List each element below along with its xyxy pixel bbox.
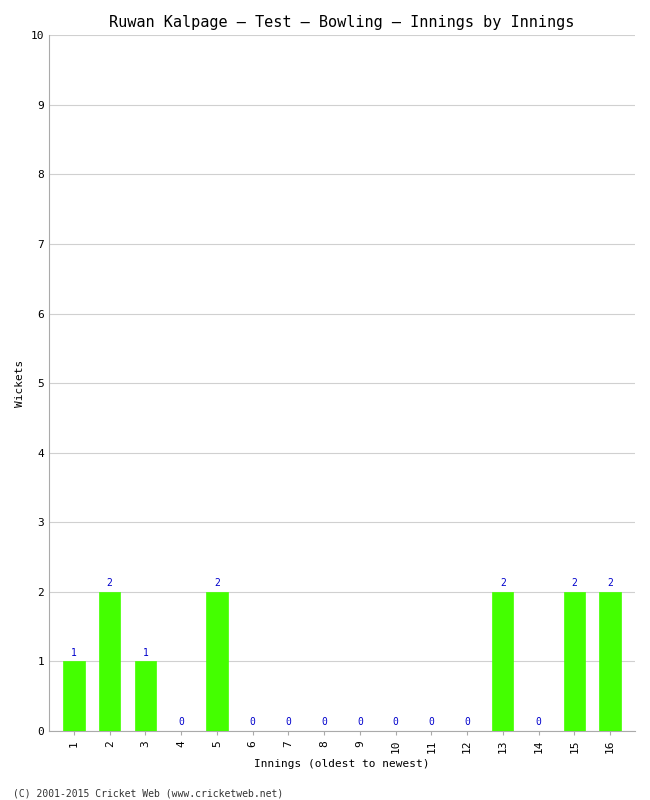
Bar: [564, 592, 585, 731]
Text: 1: 1: [142, 648, 148, 658]
Text: 0: 0: [428, 718, 434, 727]
Text: (C) 2001-2015 Cricket Web (www.cricketweb.net): (C) 2001-2015 Cricket Web (www.cricketwe…: [13, 788, 283, 798]
Text: 0: 0: [464, 718, 470, 727]
Bar: [206, 592, 228, 731]
Text: 0: 0: [536, 718, 541, 727]
Text: 1: 1: [71, 648, 77, 658]
Bar: [99, 592, 120, 731]
X-axis label: Innings (oldest to newest): Innings (oldest to newest): [254, 759, 430, 769]
Text: 0: 0: [178, 718, 184, 727]
Text: 2: 2: [607, 578, 613, 588]
Text: 0: 0: [285, 718, 291, 727]
Text: 2: 2: [500, 578, 506, 588]
Title: Ruwan Kalpage – Test – Bowling – Innings by Innings: Ruwan Kalpage – Test – Bowling – Innings…: [109, 15, 575, 30]
Text: 2: 2: [571, 578, 577, 588]
Bar: [135, 662, 156, 731]
Bar: [492, 592, 514, 731]
Text: 2: 2: [214, 578, 220, 588]
Text: 0: 0: [393, 718, 398, 727]
Text: 2: 2: [107, 578, 112, 588]
Text: 0: 0: [321, 718, 327, 727]
Text: 0: 0: [357, 718, 363, 727]
Bar: [63, 662, 84, 731]
Bar: [599, 592, 621, 731]
Y-axis label: Wickets: Wickets: [15, 359, 25, 406]
Text: 0: 0: [250, 718, 255, 727]
